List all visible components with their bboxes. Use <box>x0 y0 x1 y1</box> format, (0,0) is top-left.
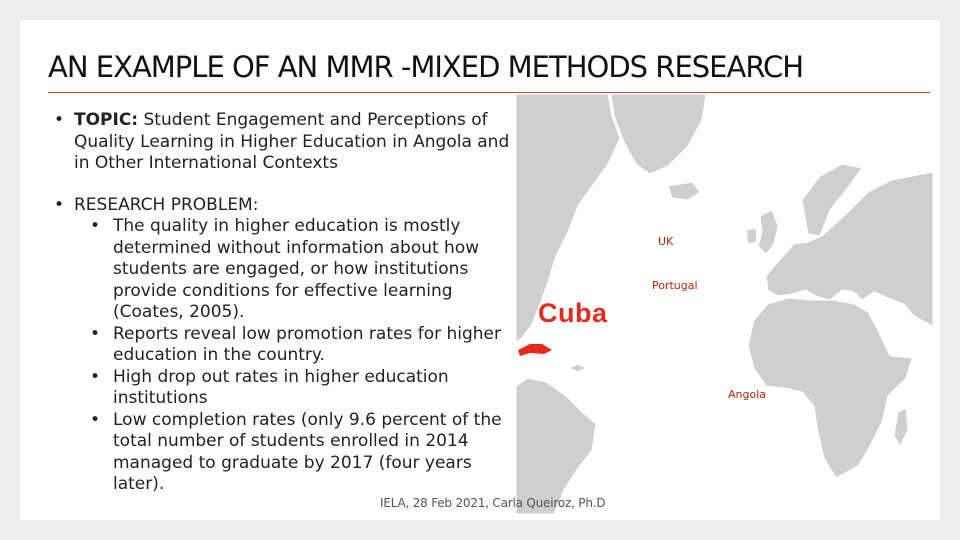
bullet-icon: • <box>90 366 101 387</box>
research-problem-bullet: • RESEARCH PROBLEM: <box>54 195 516 217</box>
map-label-uk: UK <box>658 235 674 248</box>
map-label-portugal: Portugal <box>652 279 698 292</box>
bullet-icon: • <box>90 409 101 430</box>
bullet-icon: • <box>90 216 101 236</box>
map-label-angola: Angola <box>728 388 767 401</box>
slide-body: • TOPIC: Student Engagement and Percepti… <box>54 110 516 496</box>
problem-item: • High drop out rates in higher educatio… <box>90 367 516 410</box>
bullet-icon: • <box>90 323 101 344</box>
bullet-icon: • <box>54 110 65 130</box>
slide-footer: IELA, 28 Feb 2021, Carla Queiroz, Ph.D <box>380 496 606 510</box>
title-divider <box>48 92 930 93</box>
topic-bullet: • TOPIC: Student Engagement and Percepti… <box>54 110 516 175</box>
topic-label: TOPIC: <box>74 110 139 130</box>
slide-title: AN EXAMPLE OF AN MMR -MIXED METHODS RESE… <box>48 50 804 84</box>
problem-item-text: The quality in higher education is mostl… <box>113 216 480 322</box>
problem-item-text: Reports reveal low promotion rates for h… <box>113 323 502 366</box>
problem-item: • The quality in higher education is mos… <box>90 216 516 324</box>
map-label-cuba: Cuba <box>538 298 608 328</box>
problem-item-text: Low completion rates (only 9.6 percent o… <box>113 409 502 495</box>
problem-item: • Low completion rates (only 9.6 percent… <box>90 410 516 496</box>
cuba-highlight <box>518 344 552 356</box>
bullet-icon: • <box>54 194 65 215</box>
problem-item-text: High drop out rates in higher education … <box>113 366 449 409</box>
problem-item: • Reports reveal low promotion rates for… <box>90 324 516 367</box>
world-map <box>516 94 933 514</box>
topic-text: Student Engagement and Perceptions of Qu… <box>74 110 510 173</box>
slide: AN EXAMPLE OF AN MMR -MIXED METHODS RESE… <box>20 20 940 520</box>
research-problem-label: RESEARCH PROBLEM: <box>74 194 259 215</box>
world-map-graphic <box>516 94 933 514</box>
